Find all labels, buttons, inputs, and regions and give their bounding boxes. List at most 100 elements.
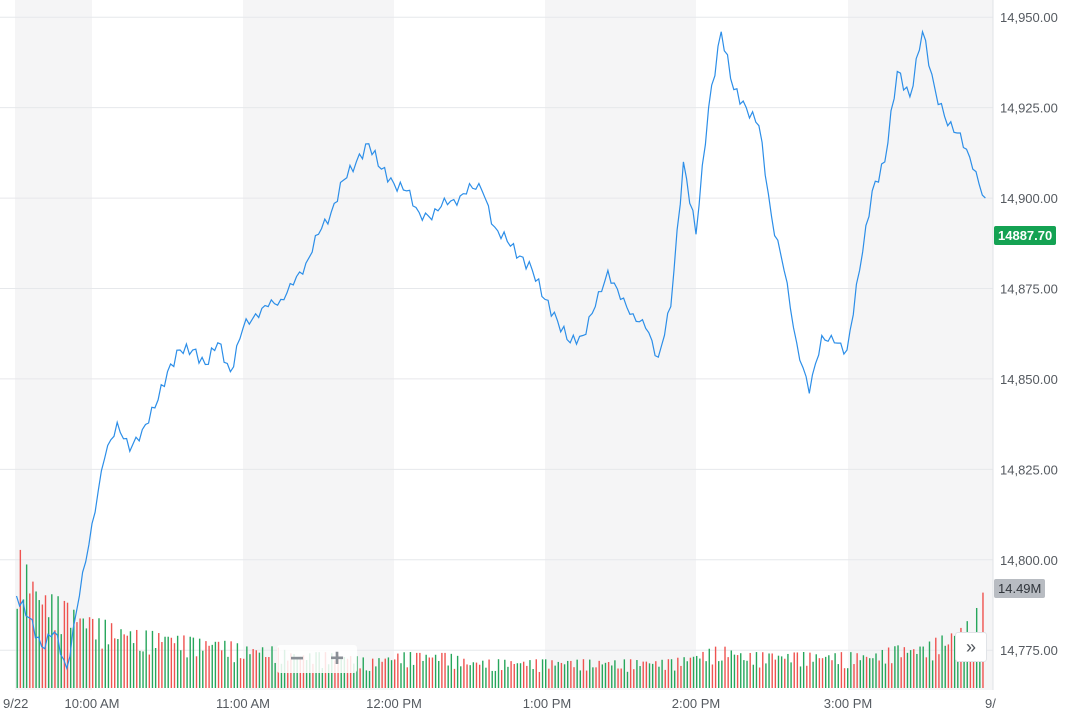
zoom-controls: − + (277, 645, 357, 673)
volume-bar (198, 638, 201, 688)
volume-bar (711, 664, 714, 688)
volume-bar (441, 652, 443, 688)
volume-bar (522, 661, 525, 688)
volume-bar (806, 665, 808, 688)
volume-bar (661, 659, 663, 688)
volume-bar (535, 659, 537, 688)
volume-bar (211, 644, 213, 688)
volume-bar (362, 657, 364, 688)
volume-bar (186, 657, 188, 688)
volume-bar (41, 604, 44, 688)
volume-bar (425, 654, 427, 688)
volume-bar (831, 660, 833, 688)
volume-bar (117, 638, 119, 688)
volume-bar (916, 653, 918, 688)
volume-bar (909, 650, 912, 688)
x-tick-label: 11:00 AM (216, 696, 270, 711)
volume-bar (491, 670, 493, 688)
x-axis: 9/22 10:00 AM 11:00 AM 12:00 PM 1:00 PM 2:00 … (3, 696, 996, 711)
volume-bar (66, 602, 69, 688)
volume-bar (456, 655, 459, 688)
volume-bar (463, 658, 465, 688)
volume-bar (19, 549, 22, 688)
volume-bar (856, 653, 858, 688)
volume-bar (375, 666, 377, 688)
volume-bar (497, 659, 500, 688)
volume-bar (743, 660, 745, 688)
zoom-out-button[interactable]: − (289, 645, 304, 672)
volume-bar (321, 667, 324, 688)
volume-bar (843, 668, 846, 688)
volume-bar (755, 652, 758, 688)
x-tick-label: 1:00 PM (523, 696, 571, 711)
volume-bar (538, 671, 541, 688)
volume-bar (519, 663, 522, 688)
volume-bar (123, 634, 125, 688)
volume-bar (60, 634, 62, 688)
volume-bar (164, 636, 166, 688)
volume-bar (38, 600, 40, 688)
last-price-badge: 14887.70 (994, 226, 1057, 245)
volume-bar (673, 670, 676, 688)
volume-bar (664, 669, 666, 688)
volume-bar (947, 644, 950, 688)
volume-bar (214, 641, 217, 688)
volume-bar (494, 670, 497, 688)
volume-bar (686, 661, 688, 688)
volume-bar (771, 653, 773, 688)
volume-bar (793, 652, 795, 688)
volume-bar (604, 662, 607, 688)
volume-bar (721, 660, 723, 688)
volume-bar (950, 633, 953, 688)
volume-bar (227, 656, 229, 688)
volume-bar (249, 654, 251, 688)
volume-bar (472, 662, 475, 688)
y-tick-label: 14,925.00 (1000, 101, 1058, 116)
volume-bar (431, 657, 434, 688)
volume-bar (834, 653, 836, 688)
volume-bar (412, 664, 415, 688)
volume-bar (359, 668, 361, 688)
volume-bar (400, 663, 402, 688)
volume-bar (63, 600, 66, 688)
volume-bar (32, 581, 34, 688)
volume-bar (381, 661, 383, 688)
volume-bar (576, 659, 578, 688)
volume-bar (224, 640, 226, 688)
volume-bar (667, 659, 670, 688)
volume-bar (623, 659, 626, 688)
volume-bar (944, 645, 946, 688)
volume-bar (787, 653, 789, 688)
volume-bar (526, 665, 528, 688)
volume-bar (639, 666, 641, 688)
volume-bar (862, 655, 865, 688)
volume-bar (607, 662, 610, 688)
volume-bar (76, 622, 78, 688)
volume-bar (258, 652, 261, 688)
volume-bar (541, 659, 544, 688)
volume-bar (390, 660, 393, 688)
volume-bar (636, 660, 638, 688)
volume-bar (488, 659, 490, 688)
volume-bar (620, 668, 622, 688)
volume-bar (192, 637, 195, 688)
volume-bar (409, 652, 412, 688)
volume-bar (532, 669, 534, 688)
volume-bar (837, 664, 839, 688)
volume-bar (718, 661, 720, 688)
volume-bar (114, 638, 116, 688)
volume-bar (579, 670, 582, 688)
volume-bar (120, 629, 122, 688)
volume-bar (705, 661, 707, 688)
volume-bar (453, 668, 456, 688)
volume-bar (865, 656, 868, 688)
zoom-in-button[interactable]: + (329, 645, 344, 672)
volume-bar (478, 664, 481, 688)
volume-bar (132, 643, 135, 688)
volume-bar (139, 650, 141, 688)
scroll-to-latest-button[interactable]: » (955, 632, 987, 662)
session-band (15, 0, 92, 690)
volume-bar (796, 652, 799, 688)
